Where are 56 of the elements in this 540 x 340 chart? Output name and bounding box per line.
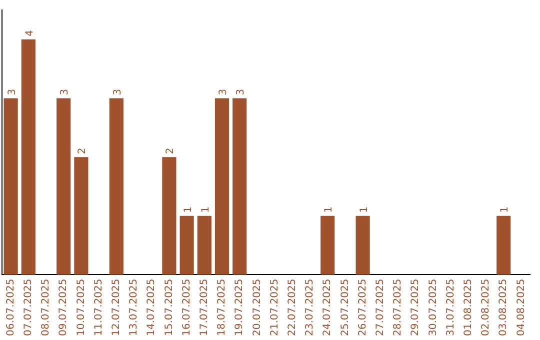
x-tick-label: 11.07.2025 bbox=[93, 278, 104, 336]
x-tick-label: 03.08.2025 bbox=[498, 278, 510, 336]
x-tick-label: 22.07.2025 bbox=[286, 278, 298, 336]
x-tick-label: 13.07.2025 bbox=[128, 278, 140, 336]
x-tick-label: 17.07.2025 bbox=[198, 278, 210, 336]
x-tick-label: 09.07.2025 bbox=[58, 278, 70, 336]
data-label: 1 bbox=[500, 206, 511, 213]
x-tick-label: 28.07.2025 bbox=[392, 278, 404, 336]
x-tick-label: 18.07.2025 bbox=[216, 278, 228, 336]
x-tick-label: 27.07.2025 bbox=[374, 278, 386, 336]
x-tick-label: 02.08.2025 bbox=[480, 278, 492, 336]
x-tick-label: 01.08.2025 bbox=[462, 278, 474, 336]
data-label: 2 bbox=[77, 148, 88, 154]
x-tick-label: 12.07.2025 bbox=[110, 278, 122, 336]
data-label: 1 bbox=[200, 206, 212, 213]
bar bbox=[109, 98, 124, 275]
bar bbox=[232, 98, 247, 275]
bar bbox=[197, 216, 212, 275]
bar bbox=[214, 98, 230, 275]
bar bbox=[320, 216, 335, 275]
data-label: 3 bbox=[6, 88, 18, 96]
data-label: 1 bbox=[324, 206, 335, 213]
data-label: 3 bbox=[60, 88, 71, 96]
x-tick-label: 15.07.2025 bbox=[164, 278, 175, 336]
bar bbox=[21, 39, 36, 275]
bar bbox=[356, 216, 370, 275]
bar bbox=[4, 98, 18, 275]
x-tick-label: 21.07.2025 bbox=[269, 278, 280, 336]
x-tick-label: 14.07.2025 bbox=[146, 278, 158, 336]
x-tick-label: 25.07.2025 bbox=[340, 278, 351, 336]
data-label: 3 bbox=[218, 88, 229, 96]
x-tick-label: 07.07.2025 bbox=[22, 278, 34, 336]
x-tick-label: 06.07.2025 bbox=[5, 278, 16, 336]
x-tick-label: 26.07.2025 bbox=[357, 278, 368, 336]
x-tick-label: 29.07.2025 bbox=[410, 278, 422, 336]
x-tick-label: 04.08.2025 bbox=[516, 278, 527, 336]
x-tick-label: 24.07.2025 bbox=[322, 278, 334, 336]
bar bbox=[180, 216, 194, 275]
data-label: 1 bbox=[358, 206, 370, 213]
x-tick-label: 16.07.2025 bbox=[181, 278, 192, 336]
bar bbox=[496, 216, 511, 275]
x-tick-label: 19.07.2025 bbox=[234, 278, 246, 336]
data-label: 2 bbox=[165, 148, 176, 154]
data-label: 3 bbox=[112, 88, 124, 96]
bar bbox=[162, 157, 176, 275]
x-tick-label: 23.07.2025 bbox=[304, 278, 316, 336]
bar bbox=[56, 98, 71, 275]
data-label: 1 bbox=[182, 206, 194, 213]
x-tick-label: 30.07.2025 bbox=[428, 278, 439, 336]
data-label: 4 bbox=[24, 30, 36, 36]
x-tick-label: 31.07.2025 bbox=[445, 278, 456, 336]
data-label: 3 bbox=[236, 88, 247, 96]
x-tick-label: 08.07.2025 bbox=[40, 278, 52, 336]
x-tick-label: 10.07.2025 bbox=[76, 278, 87, 336]
bar bbox=[74, 157, 88, 275]
x-tick-label: 20.07.2025 bbox=[252, 278, 263, 336]
